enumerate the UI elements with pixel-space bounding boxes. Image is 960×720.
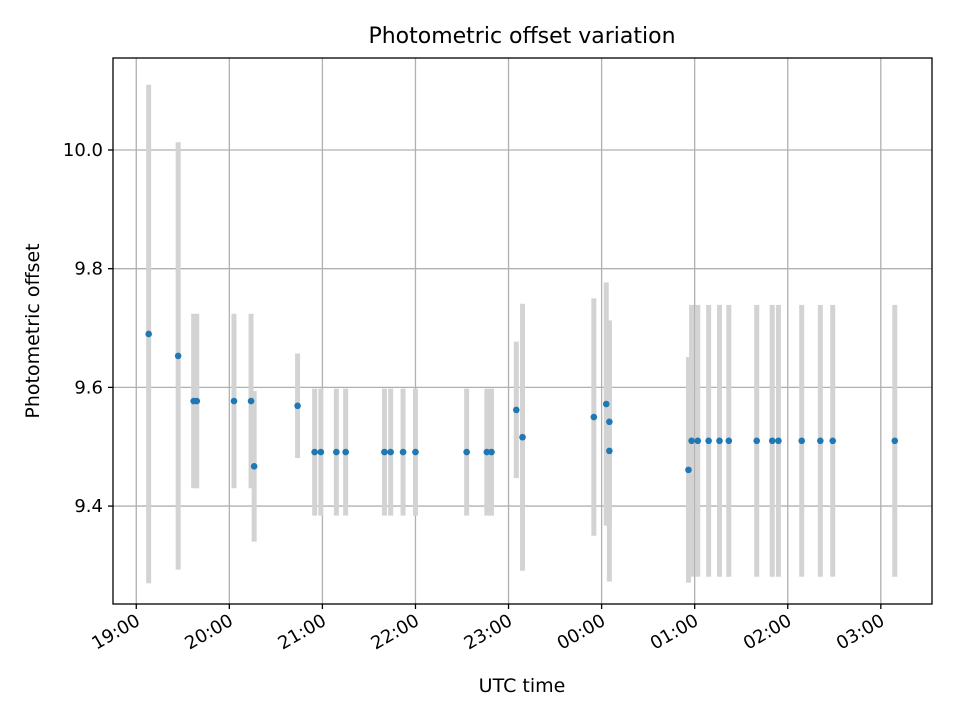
- data-point: [829, 437, 837, 445]
- data-point: [193, 397, 201, 405]
- data-point: [798, 437, 806, 445]
- data-point: [606, 447, 613, 455]
- data-point: [685, 466, 692, 474]
- data-point: [381, 448, 388, 456]
- y-tick-label: 9.6: [74, 377, 103, 398]
- y-axis-label: Photometric offset: [22, 243, 44, 418]
- x-axis-label: UTC time: [479, 675, 566, 697]
- data-point: [247, 397, 255, 405]
- data-point: [250, 463, 258, 470]
- data-point: [725, 437, 733, 445]
- x-tick-label: 01:00: [647, 610, 702, 654]
- data-point: [333, 448, 340, 456]
- data-point: [519, 433, 526, 441]
- data-point: [230, 397, 238, 405]
- data-point: [174, 352, 182, 360]
- data-point: [775, 437, 782, 445]
- x-tick-label: 23:00: [461, 610, 516, 654]
- x-tick-label: 19:00: [88, 610, 143, 654]
- data-point: [294, 402, 301, 410]
- data-point: [399, 448, 407, 456]
- data-point: [145, 330, 152, 338]
- error-bars: [146, 84, 898, 584]
- data-point: [602, 400, 610, 408]
- x-axis-ticks: 19:00 20:00 21:00 22:00 23:00 00:00 01:00 02:00…: [88, 604, 888, 654]
- data-point: [342, 448, 349, 456]
- data-point: [705, 437, 712, 445]
- data-point: [694, 437, 702, 445]
- y-axis-ticks: 9.4 9.6 9.8 10.0: [63, 140, 113, 517]
- data-point: [753, 437, 761, 445]
- data-point: [716, 437, 723, 445]
- data-point: [590, 413, 598, 421]
- data-point: [512, 406, 520, 414]
- data-point: [317, 448, 325, 456]
- data-point: [891, 437, 899, 445]
- data-point: [768, 437, 776, 445]
- data-point: [606, 418, 613, 426]
- x-tick-label: 00:00: [554, 610, 609, 654]
- data-point: [688, 437, 695, 445]
- y-tick-label: 10.0: [63, 140, 103, 161]
- data-point: [463, 448, 470, 456]
- data-point: [412, 448, 419, 456]
- y-tick-label: 9.8: [74, 259, 103, 280]
- data-point: [488, 448, 495, 456]
- y-tick-label: 9.4: [74, 496, 103, 517]
- x-tick-label: 20:00: [181, 610, 236, 654]
- data-points: [145, 330, 899, 474]
- data-point: [311, 448, 318, 456]
- data-point: [817, 437, 824, 445]
- data-point: [387, 448, 394, 456]
- plot-frame: [112, 57, 933, 605]
- x-tick-label: 03:00: [833, 610, 888, 654]
- x-tick-label: 21:00: [274, 610, 329, 654]
- data-point: [483, 448, 491, 456]
- x-tick-label: 22:00: [368, 610, 423, 654]
- x-tick-label: 02:00: [740, 610, 795, 654]
- chart-title: Photometric offset variation: [368, 24, 675, 49]
